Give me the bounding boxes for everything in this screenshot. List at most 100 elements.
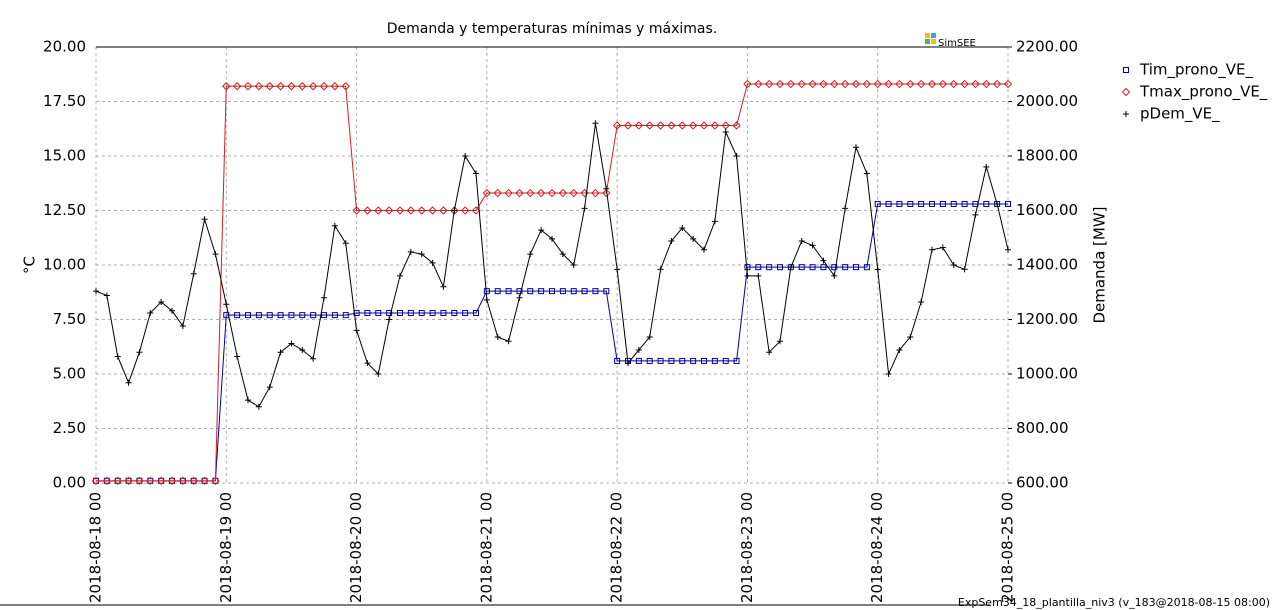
data-point	[853, 264, 859, 271]
data-point	[288, 340, 295, 347]
data-point	[569, 188, 578, 198]
data-point	[299, 312, 306, 319]
data-point	[146, 476, 155, 486]
data-point	[440, 309, 447, 316]
y2-tick-label: 1000.00	[1016, 365, 1078, 383]
logo-square	[925, 33, 930, 38]
data-point	[983, 200, 990, 207]
data-point	[895, 79, 904, 89]
data-point	[831, 264, 838, 271]
data-point	[429, 309, 436, 316]
chart-title: Demanda y temperaturas mínimas y máximas…	[387, 21, 718, 37]
data-point	[690, 357, 697, 364]
data-point	[200, 476, 209, 486]
y-tick-label: 10.00	[43, 256, 86, 274]
y2-tick-label: 1400.00	[1016, 256, 1078, 274]
data-point	[526, 188, 535, 198]
data-point	[493, 188, 502, 198]
data-point	[863, 170, 870, 177]
data-point	[820, 257, 827, 264]
data-point	[549, 235, 555, 242]
data-point	[462, 153, 469, 159]
data-point	[766, 264, 773, 271]
y2-tick-label: 1200.00	[1016, 310, 1078, 328]
data-point	[961, 200, 968, 207]
data-point	[483, 296, 490, 303]
x-tick-label: 2018-08-21 00	[477, 492, 495, 603]
data-point	[603, 288, 610, 295]
data-point	[364, 360, 371, 367]
data-point	[929, 200, 935, 207]
data-point	[754, 79, 763, 89]
data-point	[341, 82, 350, 91]
data-point	[483, 288, 490, 295]
data-point	[602, 188, 611, 198]
logo-square	[931, 39, 936, 44]
data-point	[971, 79, 980, 89]
data-point	[321, 312, 327, 319]
logo: SimSEE	[925, 33, 976, 49]
data-point	[667, 121, 676, 130]
series	[91, 79, 1013, 486]
data-point	[374, 206, 383, 215]
data-point	[559, 288, 566, 295]
data-point	[960, 79, 969, 89]
data-point	[245, 312, 251, 319]
y-tick-label: 15.00	[43, 147, 86, 165]
data-point	[787, 264, 794, 271]
data-point	[775, 79, 785, 89]
data-point	[460, 206, 470, 215]
data-point	[591, 188, 600, 198]
data-point	[189, 476, 198, 486]
data-point	[612, 121, 622, 130]
logo-square	[931, 33, 936, 38]
data-point	[93, 288, 99, 295]
data-point	[679, 357, 686, 364]
data-point	[744, 272, 751, 279]
data-point	[125, 379, 132, 386]
data-point	[321, 294, 327, 301]
data-point	[688, 121, 698, 130]
data-point	[1003, 79, 1013, 89]
data-point	[342, 240, 349, 247]
data-point	[755, 264, 762, 271]
data-point	[156, 476, 166, 486]
y2-tick-label: 2200.00	[1016, 38, 1078, 56]
data-point	[809, 264, 816, 271]
y-tick-label: 17.50	[43, 92, 86, 110]
data-point	[874, 200, 881, 207]
data-point	[755, 272, 762, 279]
data-point	[287, 82, 296, 91]
data-point	[721, 121, 730, 130]
data-point	[505, 338, 512, 345]
data-point	[744, 264, 751, 271]
data-point	[678, 121, 687, 130]
data-point	[798, 238, 805, 245]
data-point	[364, 309, 371, 316]
data-point	[950, 262, 957, 268]
series	[93, 120, 1011, 410]
data-point	[1005, 200, 1011, 207]
data-point	[949, 79, 958, 89]
data-point	[352, 206, 361, 215]
data-point	[222, 82, 231, 91]
data-point	[91, 476, 101, 486]
data-point	[635, 347, 642, 354]
y2-tick-label: 600.00	[1016, 474, 1069, 492]
data-point	[342, 312, 349, 319]
data-point	[255, 403, 262, 410]
y2-tick-label: 800.00	[1016, 419, 1069, 437]
data-point	[777, 338, 783, 345]
data-point	[797, 79, 806, 89]
data-point	[234, 353, 241, 360]
data-point	[288, 312, 295, 319]
data-point	[896, 200, 903, 207]
data-point	[255, 312, 262, 319]
data-point	[699, 121, 709, 130]
data-point	[310, 312, 317, 319]
data-point	[830, 79, 839, 89]
data-point	[961, 266, 968, 273]
data-point	[840, 79, 850, 89]
